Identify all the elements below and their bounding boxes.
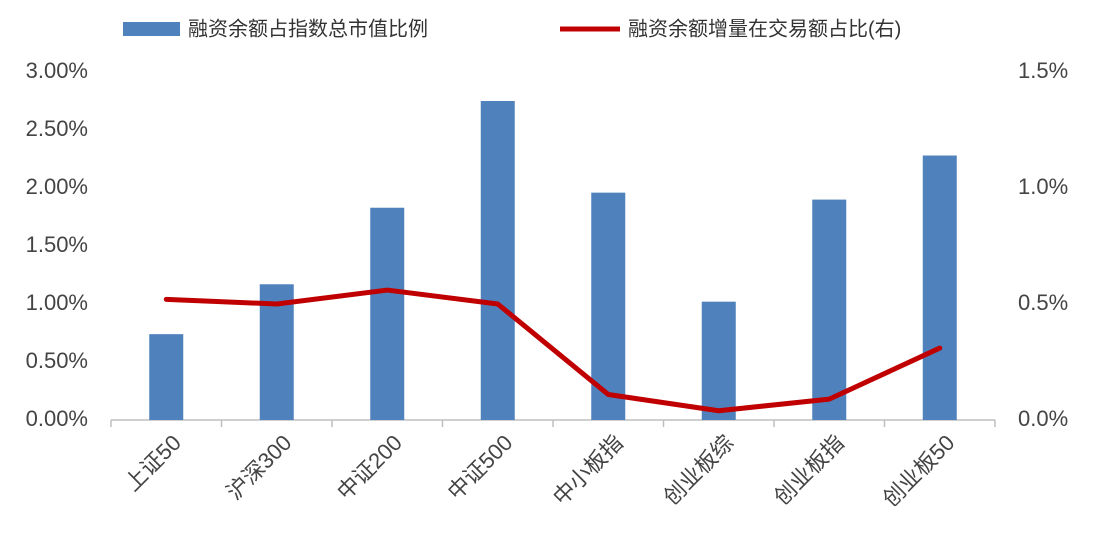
y2-tick-label: 0.5% bbox=[1018, 290, 1068, 315]
x-tick-label: 中证200 bbox=[332, 430, 407, 505]
bar bbox=[701, 301, 736, 420]
y-tick-label: 0.00% bbox=[26, 406, 88, 431]
bar bbox=[812, 199, 847, 420]
bar bbox=[149, 334, 184, 420]
legend-label: 融资余额占指数总市值比例 bbox=[188, 17, 428, 40]
x-tick-label: 中小板指 bbox=[548, 430, 628, 510]
y-tick-label: 1.00% bbox=[26, 290, 88, 315]
line bbox=[163, 287, 943, 414]
y-tick-label: 2.50% bbox=[26, 116, 88, 141]
x-tick-label: 创业板指 bbox=[769, 430, 849, 510]
x-tick-label: 上证50 bbox=[120, 430, 186, 496]
legend-swatch bbox=[123, 22, 180, 36]
y-tick-label: 2.00% bbox=[26, 174, 88, 199]
y-tick-label: 0.50% bbox=[26, 348, 88, 373]
x-tick-label: 创业板综 bbox=[658, 430, 738, 510]
y2-tick-label: 1.0% bbox=[1018, 174, 1068, 199]
y2-tick-label: 0.0% bbox=[1018, 406, 1068, 431]
x-tick-label: 创业板50 bbox=[878, 430, 960, 512]
y-tick-label: 1.50% bbox=[26, 232, 88, 257]
x-tick-label: 中证500 bbox=[443, 430, 518, 505]
bar bbox=[480, 101, 515, 420]
x-tick-label: 沪深300 bbox=[222, 430, 297, 505]
y2-tick-label: 1.5% bbox=[1018, 58, 1068, 83]
bar bbox=[370, 207, 405, 420]
legend-label: 融资余额增量在交易额占比(右) bbox=[628, 17, 901, 40]
bar bbox=[922, 155, 957, 420]
y-tick-label: 3.00% bbox=[26, 58, 88, 83]
bar bbox=[259, 284, 294, 420]
